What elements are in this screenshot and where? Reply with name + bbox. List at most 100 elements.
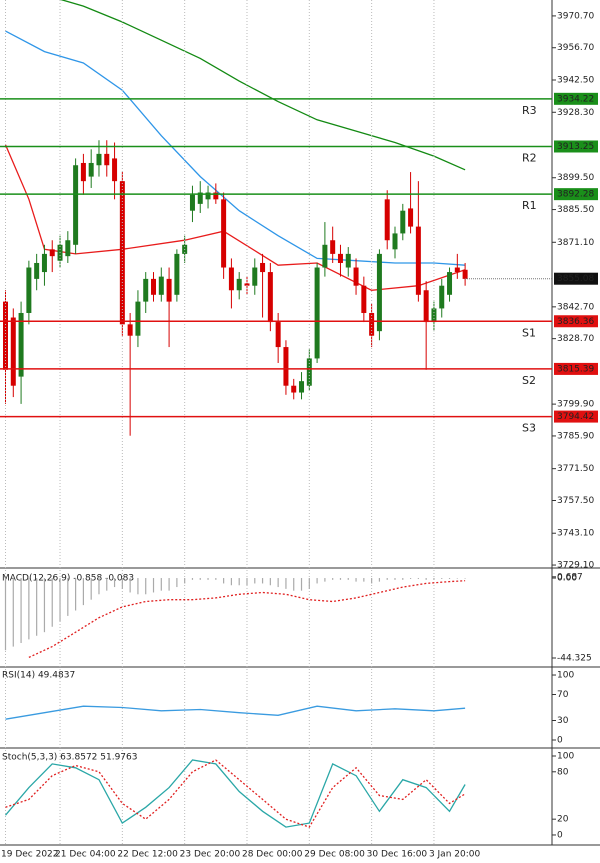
candle-body [34, 262, 40, 279]
level-price: 3892.28 [557, 190, 594, 200]
indicator-line [28, 580, 466, 658]
indicator-line [5, 759, 466, 828]
candle-body [353, 267, 359, 286]
y-tick-label: 3757.50 [557, 496, 594, 506]
candle-body [415, 226, 421, 295]
candle-body [221, 199, 227, 268]
y-tick-label: 3885.50 [557, 205, 594, 215]
level-name: S2 [522, 374, 536, 387]
candle-body [73, 165, 79, 245]
candle-body [10, 317, 16, 386]
level-price: 3836.36 [557, 317, 594, 327]
candle-body [330, 240, 336, 254]
last-price-box [554, 272, 598, 285]
panel-title: Stoch(5,3,3) 63.8572 51.9763 [2, 753, 137, 763]
y-tick-label: 0 [557, 830, 563, 840]
level-price: 3794.42 [557, 412, 594, 422]
level-price-box [554, 410, 598, 423]
y-tick-label: 3842.70 [557, 302, 594, 312]
x-tick-label: 3 Jan 20:00 [429, 850, 481, 860]
candle-body [299, 381, 305, 393]
y-tick-label: 3828.70 [557, 334, 594, 344]
level-name: R2 [522, 151, 537, 164]
candle-body [337, 253, 343, 263]
candle-body [400, 210, 406, 234]
y-tick-label: 0.00 [557, 574, 577, 584]
y-tick-label: 0 [557, 736, 563, 746]
candle-body [345, 253, 351, 268]
y-tick-label: 30 [557, 716, 569, 726]
indicator-line [60, 0, 466, 171]
candle-body [275, 322, 281, 348]
indicator-line [5, 759, 466, 828]
y-tick-label: 3743.10 [557, 529, 594, 539]
candle-body [423, 290, 429, 323]
level-price-box [554, 188, 598, 201]
candle-body [143, 278, 149, 302]
candle-body [454, 267, 460, 273]
candle-body [80, 162, 86, 182]
candle-body [65, 240, 71, 257]
y-tick-label: 3871.10 [557, 238, 594, 248]
candle-body [18, 312, 24, 377]
candle-body [88, 162, 94, 177]
x-tick-label: 30 Dec 16:00 [367, 850, 428, 860]
candle-body [213, 192, 219, 200]
indicator-line [5, 705, 466, 720]
level-price-box [554, 92, 598, 105]
candle-body [267, 272, 273, 323]
candle-body [376, 253, 382, 332]
candle-body [228, 267, 234, 291]
x-tick-label: 19 Dec 2022 [1, 850, 59, 860]
y-tick-label: 20 [557, 815, 569, 825]
level-name: S3 [522, 422, 536, 435]
candle-body [189, 194, 195, 211]
candle-body [462, 269, 468, 279]
y-tick-label: 3771.50 [557, 464, 594, 474]
y-tick-label: 3799.90 [557, 400, 594, 410]
y-tick-label: 80 [557, 767, 569, 777]
candle-body [151, 278, 157, 295]
panel-title: RSI(14) 49.4837 [2, 671, 75, 681]
candle-body [26, 267, 32, 313]
level-price-box [554, 362, 598, 375]
candle-body [205, 192, 211, 200]
level-name: R1 [522, 199, 537, 212]
candle-body [447, 272, 453, 295]
candle-body [322, 244, 328, 268]
candle-body [96, 153, 102, 166]
level-price-box [554, 315, 598, 328]
candle-body [291, 385, 297, 393]
y-tick-label: 3785.90 [557, 431, 594, 441]
y-tick-label: 3970.70 [557, 11, 594, 21]
candle-body [158, 276, 164, 295]
candle-body [197, 192, 203, 204]
level-price-box [554, 140, 598, 153]
last-price: 3855.08 [557, 274, 594, 284]
candle-body [384, 199, 390, 241]
indicator-line [5, 30, 466, 266]
candle-body [166, 278, 172, 302]
y-tick-label: 100 [557, 752, 574, 762]
candle-body [260, 262, 266, 273]
candle-body [314, 267, 320, 359]
candle-body [3, 301, 8, 370]
x-tick-label: 28 Dec 00:00 [242, 850, 303, 860]
candle-body [49, 249, 55, 257]
candle-body [135, 301, 141, 336]
level-price: 3913.25 [557, 142, 594, 152]
candle-body [244, 283, 250, 286]
level-name: R3 [522, 104, 537, 117]
candle-body [439, 285, 445, 309]
x-tick-label: 23 Dec 20:00 [180, 850, 241, 860]
level-name: S1 [522, 326, 536, 339]
candle-body [408, 208, 414, 227]
y-tick-label: -44.325 [557, 654, 592, 664]
candle-body [392, 233, 398, 250]
y-tick-label: 70 [557, 690, 569, 700]
candle-body [252, 267, 258, 286]
candle-body [41, 253, 47, 273]
y-tick-label: 3942.50 [557, 76, 594, 86]
